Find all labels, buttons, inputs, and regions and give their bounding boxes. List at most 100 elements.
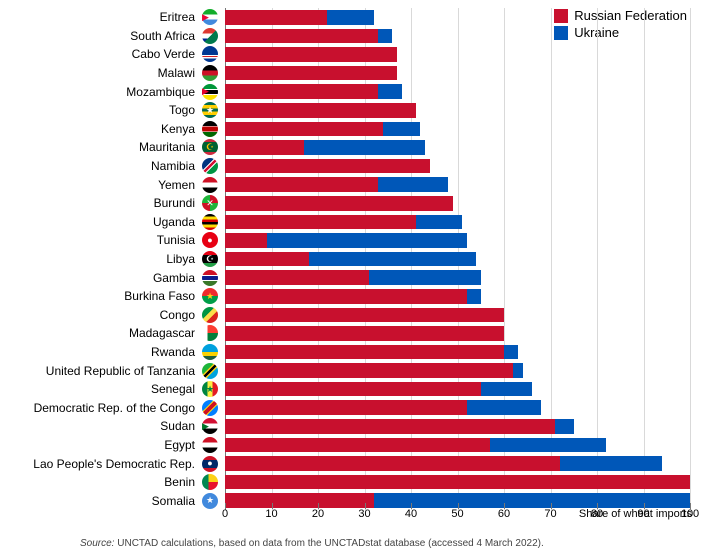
flag-icon: ✕ (202, 195, 218, 211)
data-row: Kenya (15, 120, 690, 139)
row-label: South Africa (15, 29, 199, 43)
bar-segment-ukraine (490, 438, 606, 453)
bar-segment-russian (225, 363, 513, 378)
row-label: Yemen (15, 178, 199, 192)
bar (225, 363, 690, 378)
bar (225, 103, 690, 118)
bar-segment-russian (225, 215, 416, 230)
bar-segment-ukraine (555, 419, 574, 434)
data-row: Mauritania☪ (15, 138, 690, 157)
bar-segment-ukraine (327, 10, 374, 25)
data-row: Congo (15, 306, 690, 325)
bar (225, 233, 690, 248)
flag-icon (202, 474, 218, 490)
bar (225, 47, 690, 62)
row-label: Burundi (15, 196, 199, 210)
bar-segment-ukraine (267, 233, 467, 248)
bar-segment-russian (225, 456, 560, 471)
bar (225, 215, 690, 230)
data-row: Mozambique▶ (15, 82, 690, 101)
flag-icon: ● (202, 232, 218, 248)
data-row: Senegal★ (15, 380, 690, 399)
bar-segment-russian (225, 29, 378, 44)
row-label: United Republic of Tanzania (15, 364, 199, 378)
x-tick-label: 10 (265, 508, 277, 520)
bar-segment-ukraine (378, 177, 448, 192)
bar-segment-russian (225, 196, 453, 211)
data-row: South Africa (15, 27, 690, 46)
bar (225, 177, 690, 192)
row-label: Mozambique (15, 85, 199, 99)
flag-icon (202, 363, 218, 379)
bar-segment-russian (225, 66, 397, 81)
row-label: Tunisia (15, 233, 199, 247)
bar-segment-ukraine (467, 289, 481, 304)
bar-segment-ukraine (378, 84, 401, 99)
bar-segment-ukraine (481, 382, 532, 397)
bar-segment-russian (225, 475, 690, 490)
flag-icon (202, 65, 218, 81)
bar (225, 400, 690, 415)
row-label: Mauritania (15, 140, 199, 154)
data-row: Burundi✕ (15, 194, 690, 213)
bar (225, 382, 690, 397)
flag-icon (202, 121, 218, 137)
row-label: Libya (15, 252, 199, 266)
row-label: Egypt (15, 438, 199, 452)
data-row: Namibia (15, 157, 690, 176)
flag-icon: ★ (202, 381, 218, 397)
bar (225, 10, 690, 25)
x-tick-label: 60 (498, 508, 510, 520)
bar-segment-russian (225, 122, 383, 137)
x-tick-label: 70 (544, 508, 556, 520)
x-tick-label: 50 (451, 508, 463, 520)
x-tick-label: 30 (358, 508, 370, 520)
bar-segment-russian (225, 308, 504, 323)
row-label: Cabo Verde (15, 47, 199, 61)
flag-icon (202, 400, 218, 416)
bar (225, 84, 690, 99)
bar (225, 140, 690, 155)
bar-segment-russian (225, 84, 378, 99)
chart-rows: Eritrea▶South AfricaCabo VerdeMalawiMoza… (15, 8, 690, 510)
data-row: Cabo Verde (15, 45, 690, 64)
bar (225, 308, 690, 323)
flag-icon: ★ (202, 493, 218, 509)
bar-segment-russian (225, 419, 555, 434)
bar-segment-russian (225, 289, 467, 304)
row-label: Senegal (15, 382, 199, 396)
flag-icon (202, 46, 218, 62)
bar-segment-ukraine (383, 122, 420, 137)
data-row: Togo★ (15, 101, 690, 120)
flag-icon: ☪ (202, 139, 218, 155)
data-row: Lao People's Democratic Rep.● (15, 454, 690, 473)
bar (225, 159, 690, 174)
bar-segment-russian (225, 400, 467, 415)
data-row: Democratic Rep. of the Congo (15, 398, 690, 417)
data-row: Madagascar (15, 324, 690, 343)
x-tick-label: 20 (312, 508, 324, 520)
row-label: Uganda (15, 215, 199, 229)
flag-icon: ☪ (202, 251, 218, 267)
bar-segment-russian (225, 47, 397, 62)
bar-segment-russian (225, 382, 481, 397)
bar-segment-russian (225, 10, 327, 25)
flag-icon (202, 158, 218, 174)
row-label: Democratic Rep. of the Congo (15, 401, 199, 415)
flag-icon (202, 344, 218, 360)
data-row: Eritrea▶ (15, 8, 690, 27)
bar (225, 419, 690, 434)
x-tick-label: 0 (222, 508, 228, 520)
data-row: Tunisia● (15, 231, 690, 250)
bar-segment-russian (225, 438, 490, 453)
flag-icon (202, 270, 218, 286)
row-label: Madagascar (15, 326, 199, 340)
data-row: Malawi (15, 64, 690, 83)
bar-segment-russian (225, 270, 369, 285)
flag-icon: ★ (202, 102, 218, 118)
bar (225, 326, 690, 341)
bar-segment-russian (225, 326, 504, 341)
bar-segment-russian (225, 233, 267, 248)
flag-icon (202, 214, 218, 230)
bar (225, 29, 690, 44)
